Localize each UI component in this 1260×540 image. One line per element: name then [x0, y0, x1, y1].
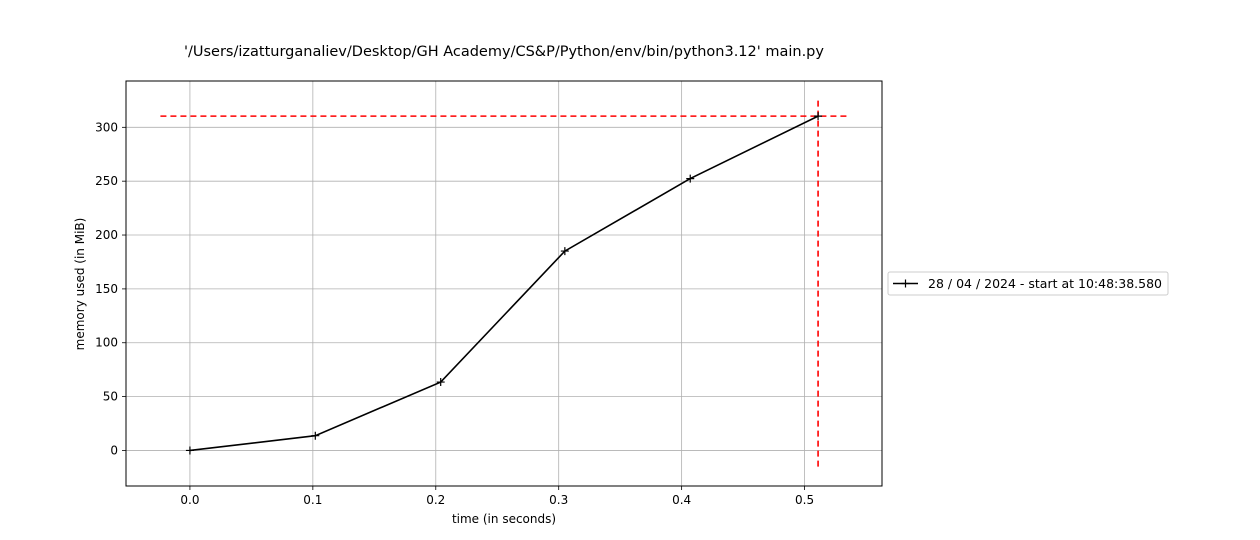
x-axis-label: time (in seconds): [452, 512, 556, 526]
reference-lines: [160, 99, 848, 467]
legend-entry-label: 28 / 04 / 2024 - start at 10:48:38.580: [928, 276, 1162, 291]
y-tick-label: 150: [95, 282, 118, 296]
x-tick-label: 0.3: [549, 493, 568, 507]
legend-swatch-marker: [901, 279, 910, 288]
y-tick-label: 0: [110, 443, 118, 457]
y-tick-label: 300: [95, 120, 118, 134]
data-point-marker: [185, 446, 194, 455]
x-tick-label: 0.0: [180, 493, 199, 507]
x-tick-label: 0.4: [672, 493, 691, 507]
y-tick-label: 100: [95, 336, 118, 350]
data-point-marker: [436, 378, 445, 387]
x-tick-label: 0.1: [303, 493, 322, 507]
y-tick-label: 50: [103, 390, 118, 404]
chart-title: '/Users/izatturganaliev/Desktop/GH Acade…: [184, 44, 824, 60]
y-axis-label: memory used (in MiB): [73, 218, 87, 351]
y-axis: 0 50 100 150 200 250 300: [95, 120, 126, 457]
data-point-marker: [814, 112, 823, 121]
data-point-marker: [311, 431, 320, 440]
legend-box: [887, 271, 1169, 296]
x-tick-label: 0.2: [426, 493, 445, 507]
legend: 28 / 04 / 2024 - start at 10:48:38.580: [887, 271, 1169, 296]
y-tick-label: 250: [95, 174, 118, 188]
y-tick-label: 200: [95, 228, 118, 242]
x-tick-label: 0.5: [795, 493, 814, 507]
memory-series-line: [189, 115, 819, 452]
grid: [126, 81, 882, 486]
series-layer: [185, 112, 823, 455]
data-point-marker: [560, 247, 569, 256]
data-point-marker: [686, 174, 695, 183]
plot-frame: [125, 80, 883, 487]
x-axis: 0.0 0.1 0.2 0.3 0.4 0.5: [180, 486, 814, 507]
